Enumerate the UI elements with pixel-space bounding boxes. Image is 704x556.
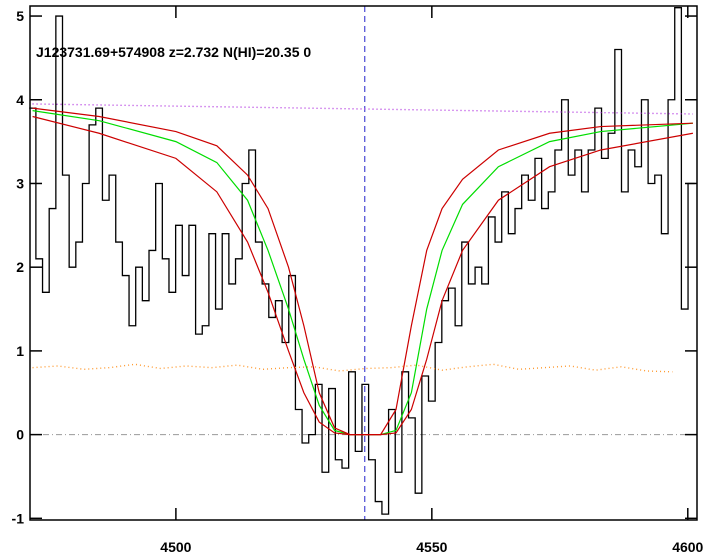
y-tick-label: 5 — [16, 8, 24, 24]
x-tick-label: 4500 — [160, 539, 191, 555]
series-line — [32, 103, 693, 115]
y-tick-label: 0 — [16, 427, 24, 443]
series-line — [32, 110, 693, 436]
flux-step — [29, 7, 695, 515]
y-tick-label: 1 — [16, 343, 24, 359]
y-tick-label: 2 — [16, 259, 24, 275]
series-line — [32, 363, 673, 373]
plot-frame — [29, 5, 698, 521]
y-tick-label: -1 — [12, 510, 25, 526]
chart-title: J123731.69+574908 z=2.732 N(HI)=20.35 0 — [36, 44, 311, 60]
y-tick-label: 3 — [16, 175, 24, 191]
y-tick-label: 4 — [16, 92, 24, 108]
series-line — [32, 115, 694, 436]
series-line — [32, 107, 693, 436]
x-tick-label: 4600 — [672, 539, 703, 555]
x-tick-label: 4550 — [416, 539, 447, 555]
